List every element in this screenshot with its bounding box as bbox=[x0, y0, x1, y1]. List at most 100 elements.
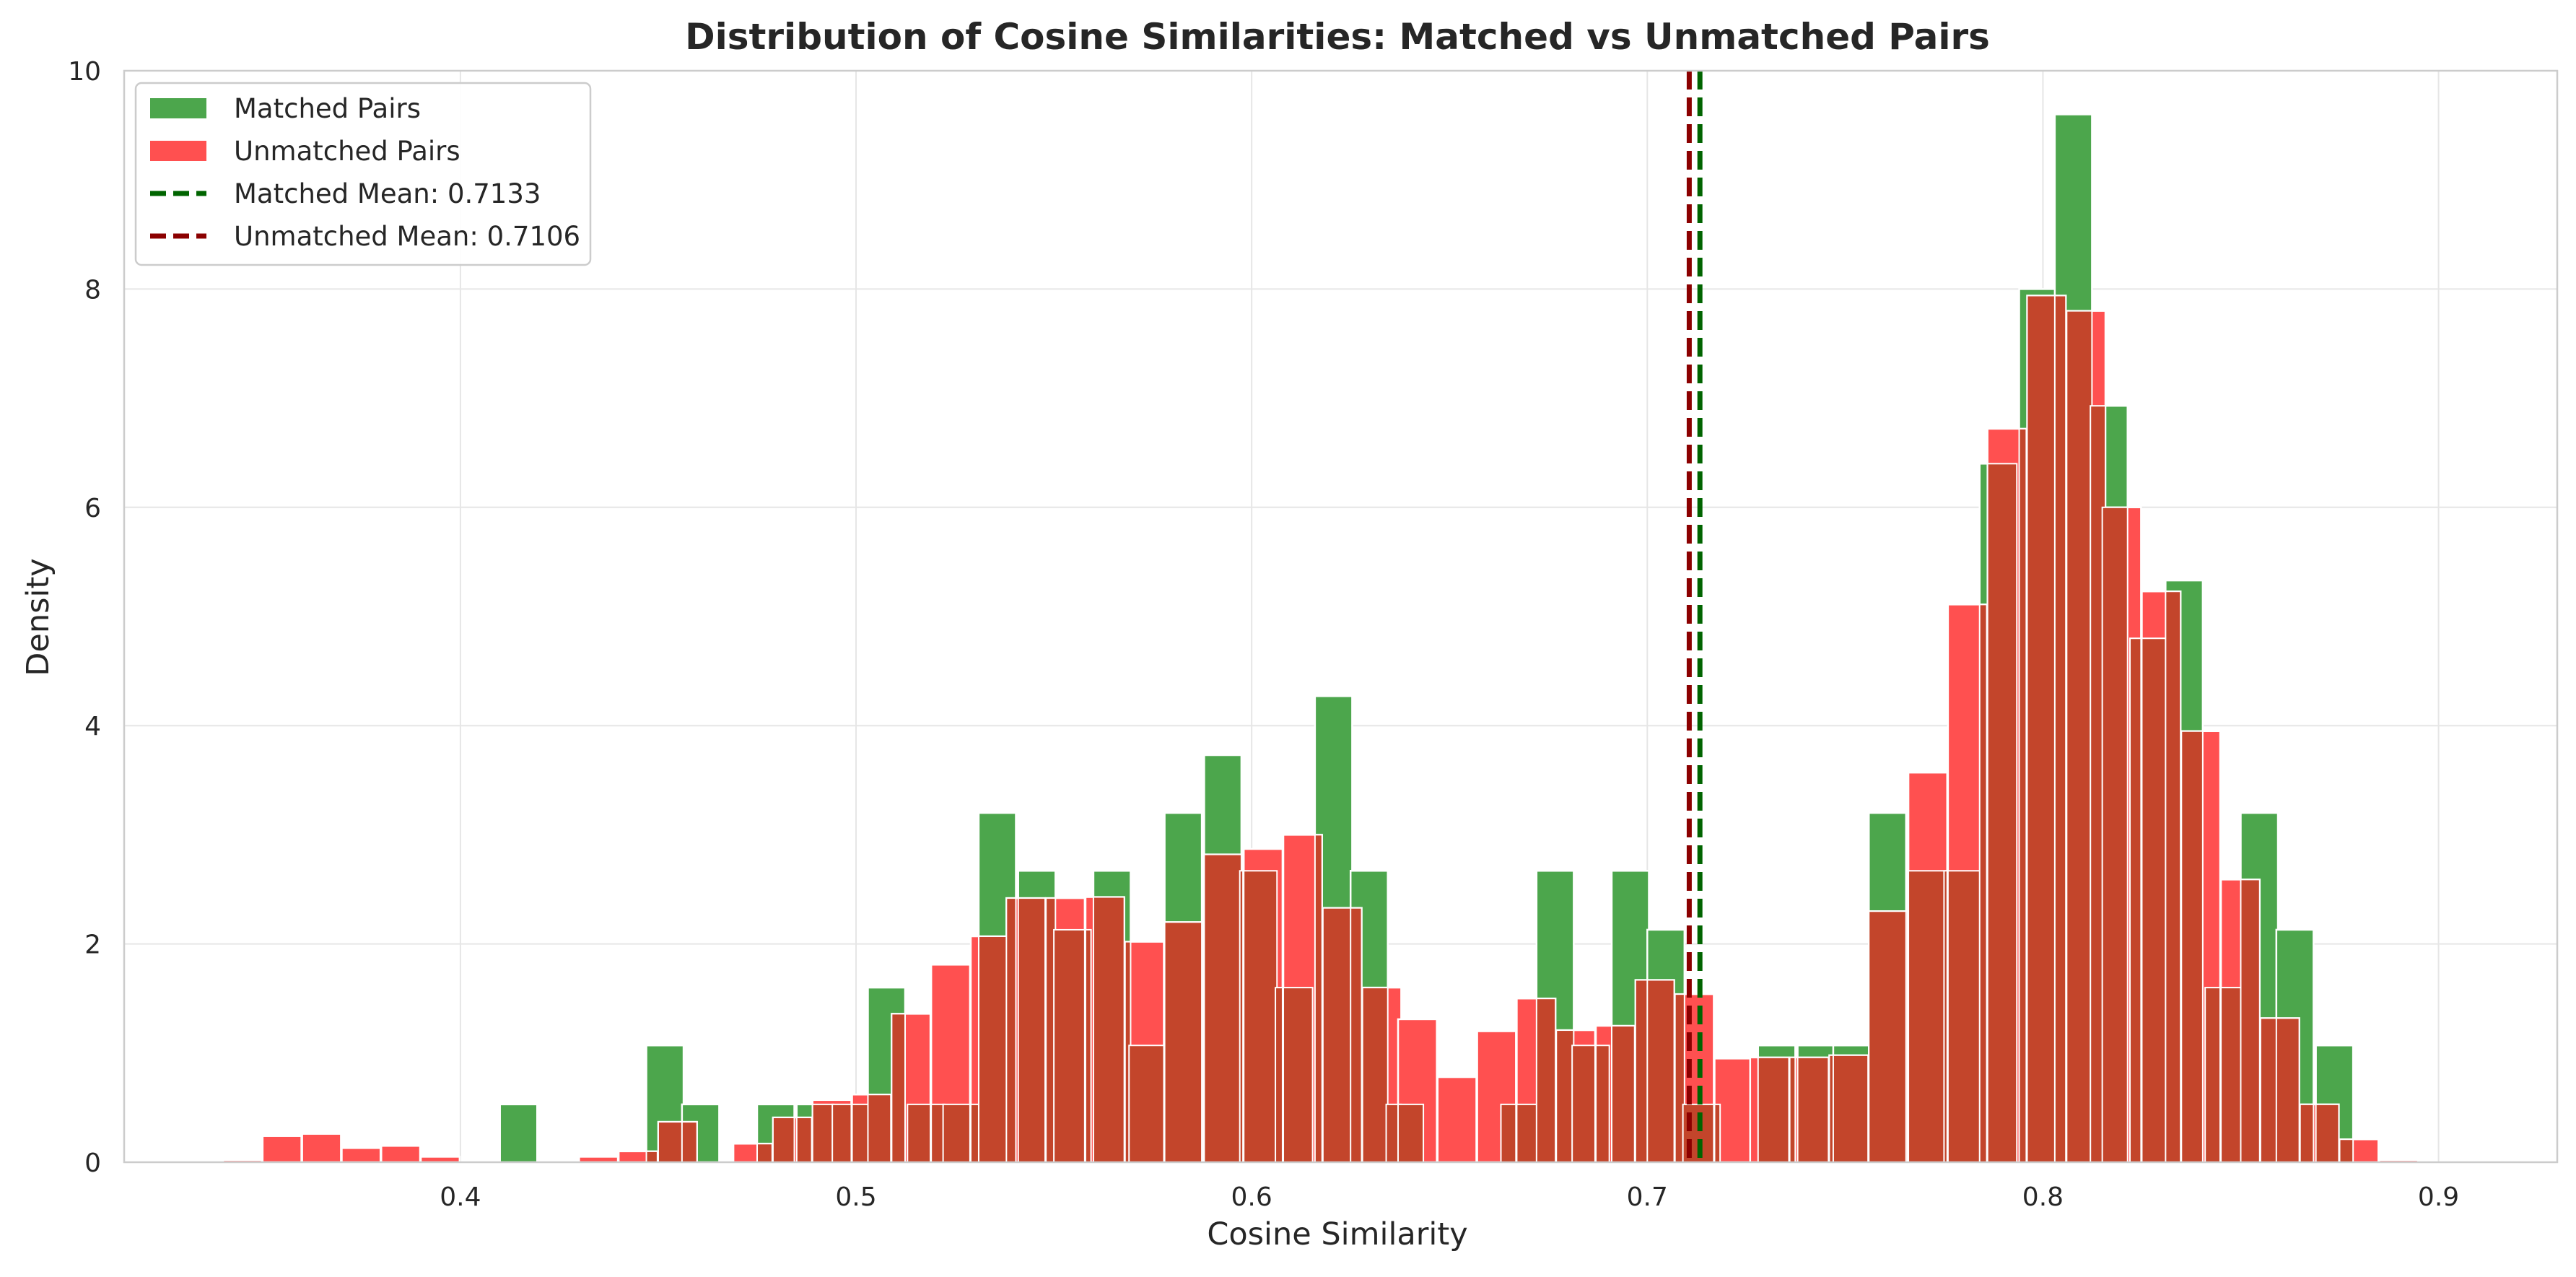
overlap-bar bbox=[2204, 987, 2221, 1163]
overlap-bar bbox=[831, 1103, 852, 1164]
overlap-bar bbox=[1361, 987, 1389, 1163]
axes-frame bbox=[123, 69, 2559, 1164]
x-tick-label: 0.7 bbox=[1627, 1182, 1668, 1212]
overlap-bar bbox=[2180, 730, 2204, 1163]
overlap-bar bbox=[1128, 1045, 1165, 1163]
legend-box bbox=[134, 82, 592, 266]
overlap-bar bbox=[1947, 870, 1982, 1164]
unmatched-bar bbox=[341, 1147, 382, 1164]
overlap-bar bbox=[1203, 853, 1242, 1163]
overlap-bar bbox=[1017, 897, 1047, 1163]
unmatched-bar bbox=[1436, 1076, 1477, 1164]
overlap-bar bbox=[1275, 987, 1283, 1163]
overlap-bar bbox=[1868, 910, 1907, 1163]
matched-bar bbox=[499, 1103, 538, 1164]
overlap-bar bbox=[1713, 1103, 1721, 1164]
overlap-bar bbox=[1283, 987, 1314, 1163]
overlap-bar bbox=[1005, 897, 1017, 1163]
overlap-bar bbox=[942, 1103, 971, 1164]
overlap-bar bbox=[795, 1117, 813, 1164]
overlap-bar bbox=[2066, 310, 2093, 1163]
overlap-bar bbox=[1571, 1045, 1596, 1163]
overlap-bar bbox=[1397, 1103, 1425, 1164]
overlap-bar bbox=[1943, 870, 1948, 1164]
overlap-bar bbox=[657, 1121, 685, 1164]
overlap-bar bbox=[2026, 295, 2058, 1163]
mean-lines bbox=[1686, 71, 1703, 1162]
legend-label: Matched Mean: 0.7133 bbox=[234, 178, 541, 209]
legend-label: Unmatched Mean: 0.7106 bbox=[234, 221, 580, 252]
y-tick-label: 0 bbox=[84, 1149, 101, 1178]
overlap-bar bbox=[1978, 603, 1988, 1163]
y-axis-label: Density bbox=[20, 558, 56, 676]
overlap-bar bbox=[1239, 870, 1244, 1164]
unmatched-bar bbox=[261, 1135, 302, 1164]
overlap-bar bbox=[2018, 427, 2027, 1163]
unmatched-bar bbox=[301, 1133, 342, 1164]
overlap-bar bbox=[2315, 1103, 2340, 1164]
overlap-bar bbox=[2299, 1103, 2315, 1164]
overlap-bar bbox=[1084, 928, 1092, 1163]
x-axis-label: Cosine Similarity bbox=[1207, 1216, 1467, 1252]
overlap-bar bbox=[2275, 1017, 2300, 1164]
overlap-bar bbox=[1350, 907, 1363, 1163]
overlap-bar bbox=[1314, 834, 1323, 1164]
y-tick-label: 2 bbox=[84, 930, 101, 960]
x-tick-label: 0.9 bbox=[2418, 1182, 2459, 1212]
overlap-bar bbox=[2339, 1138, 2354, 1164]
overlap-bar bbox=[1595, 1045, 1610, 1163]
legend-unmatched-swatch bbox=[150, 141, 206, 161]
overlap-bar bbox=[1092, 896, 1125, 1163]
overlap-bar bbox=[2220, 987, 2243, 1163]
overlap-bar bbox=[1908, 870, 1947, 1164]
overlap-bar bbox=[1555, 1029, 1575, 1163]
overlap-bar bbox=[681, 1121, 698, 1164]
x-tick-label: 0.8 bbox=[2022, 1182, 2064, 1212]
overlap-bar bbox=[1053, 928, 1086, 1163]
y-tick-label: 4 bbox=[84, 712, 101, 741]
overlap-bar bbox=[1986, 463, 2018, 1163]
overlap-bar bbox=[2141, 637, 2168, 1163]
overlap-bar bbox=[2165, 590, 2182, 1163]
x-axis-ticks: 0.4 0.5 0.6 0.7 0.8 0.9 bbox=[440, 1182, 2459, 1212]
overlap-bar bbox=[1500, 1103, 1517, 1164]
chart-title: Distribution of Cosine Similarities: Mat… bbox=[685, 16, 1990, 58]
legend: Matched Pairs Unmatched Pairs Matched Mean… bbox=[134, 82, 592, 266]
unmatched-bar bbox=[380, 1145, 422, 1164]
overlap-bar bbox=[1789, 1056, 1796, 1164]
overlap-bar bbox=[772, 1117, 795, 1164]
overlap-bar bbox=[1163, 921, 1203, 1163]
y-tick-label: 8 bbox=[84, 275, 101, 305]
x-tick-label: 0.4 bbox=[440, 1182, 481, 1212]
overlap-bar bbox=[2101, 506, 2129, 1163]
overlap-bar bbox=[977, 936, 1010, 1163]
overlap-bar bbox=[2129, 637, 2142, 1163]
x-tick-label: 0.5 bbox=[835, 1182, 876, 1212]
overlap-bar bbox=[756, 1143, 773, 1164]
overlap-bar bbox=[1832, 1054, 1869, 1163]
overlap-bar bbox=[2259, 1017, 2279, 1164]
overlap-bar bbox=[2053, 295, 2067, 1163]
y-tick-label: 10 bbox=[68, 57, 101, 87]
overlap-bars bbox=[645, 295, 2354, 1164]
axes-border bbox=[123, 69, 2559, 1164]
overlap-bar bbox=[1243, 870, 1278, 1164]
overlap-bar bbox=[867, 1094, 892, 1163]
overlap-bar bbox=[2240, 879, 2261, 1163]
legend-matched-swatch bbox=[150, 98, 206, 118]
overlap-bar bbox=[1646, 979, 1675, 1163]
y-axis-ticks: 0 2 4 6 8 10 bbox=[68, 57, 101, 1178]
y-tick-label: 6 bbox=[84, 494, 101, 523]
overlap-bar bbox=[1757, 1056, 1790, 1164]
overlap-bar bbox=[1610, 1025, 1636, 1163]
legend-label: Unmatched Pairs bbox=[234, 136, 460, 167]
overlap-bar bbox=[1535, 998, 1557, 1163]
overlap-bar bbox=[645, 1150, 658, 1164]
overlap-bar bbox=[1322, 907, 1353, 1163]
legend-label: Matched Pairs bbox=[234, 93, 421, 124]
overlap-bar bbox=[811, 1103, 835, 1164]
overlap-bar bbox=[891, 1013, 907, 1164]
overlap-bar bbox=[1516, 1103, 1540, 1164]
overlap-bar bbox=[907, 1103, 932, 1164]
